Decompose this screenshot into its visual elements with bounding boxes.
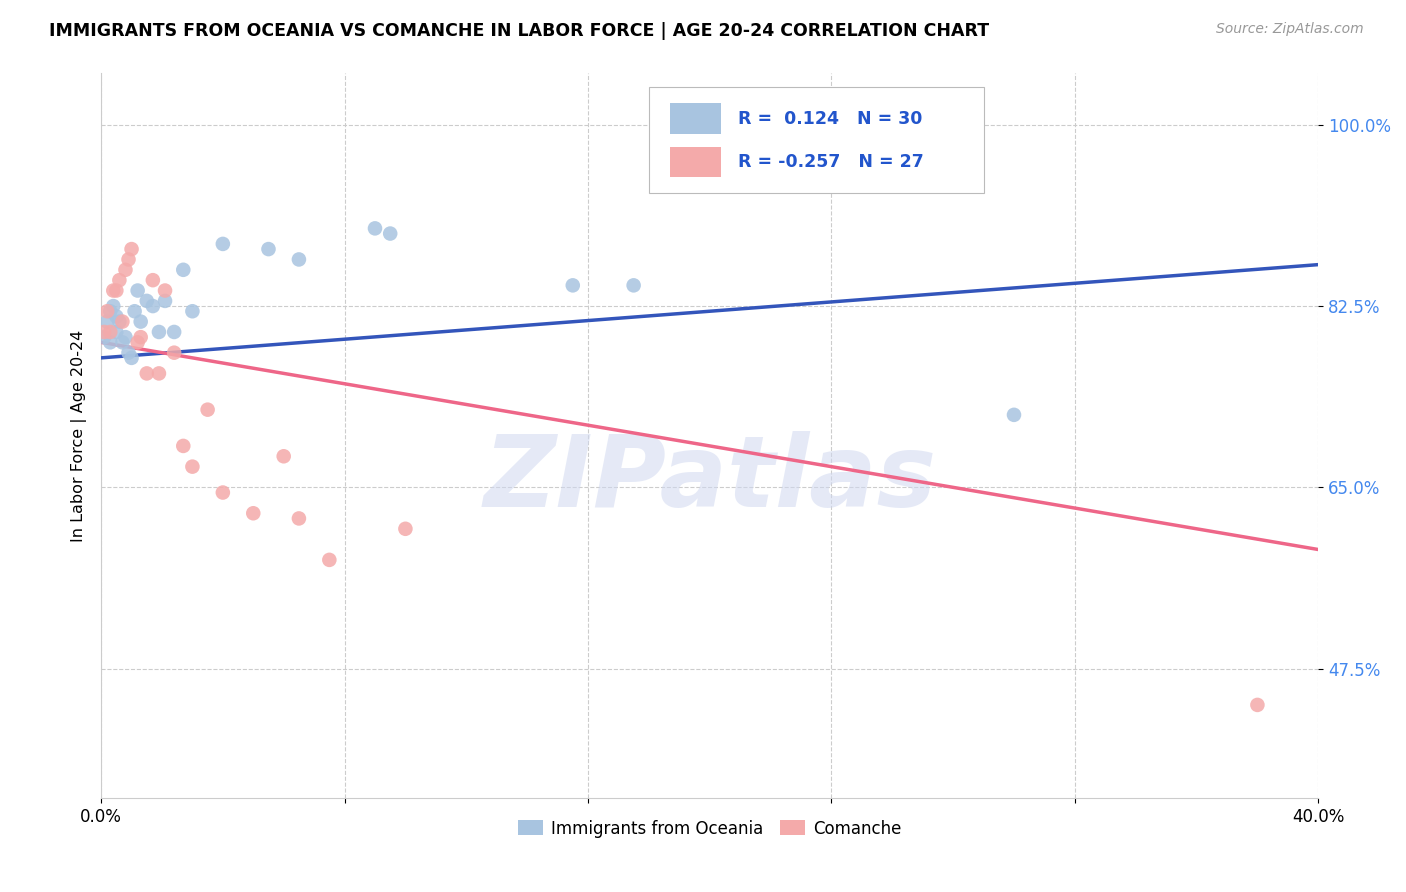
Legend: Immigrants from Oceania, Comanche: Immigrants from Oceania, Comanche <box>510 813 908 844</box>
Point <box>135 367 157 381</box>
Point <box>111 315 134 329</box>
Point <box>561 278 583 293</box>
FancyBboxPatch shape <box>648 87 984 193</box>
Point <box>98 335 121 350</box>
Point <box>163 325 186 339</box>
Point <box>153 284 176 298</box>
FancyBboxPatch shape <box>669 103 721 134</box>
Point <box>1002 408 1025 422</box>
Point <box>380 227 402 241</box>
Point <box>364 221 387 235</box>
Point <box>111 335 134 350</box>
Point <box>103 284 125 298</box>
Point <box>114 330 136 344</box>
Point <box>108 315 131 329</box>
Point <box>197 402 219 417</box>
Point <box>257 242 280 256</box>
Point <box>181 459 204 474</box>
FancyBboxPatch shape <box>669 147 721 178</box>
Text: R =  0.124   N = 30: R = 0.124 N = 30 <box>738 110 922 128</box>
Point <box>114 262 136 277</box>
Point <box>129 315 152 329</box>
Point <box>127 335 149 350</box>
Point <box>288 511 311 525</box>
Point <box>211 236 233 251</box>
Point <box>124 304 146 318</box>
Text: R = -0.257   N = 27: R = -0.257 N = 27 <box>738 153 924 171</box>
Point <box>142 273 165 287</box>
Point <box>127 284 149 298</box>
Point <box>153 293 176 308</box>
Point <box>98 325 121 339</box>
Y-axis label: In Labor Force | Age 20-24: In Labor Force | Age 20-24 <box>72 329 87 541</box>
Point <box>117 252 139 267</box>
Point <box>181 304 204 318</box>
Point <box>242 506 264 520</box>
Point <box>1246 698 1268 712</box>
Point <box>148 367 170 381</box>
Point <box>148 325 170 339</box>
Point <box>288 252 311 267</box>
Point <box>96 315 118 329</box>
Text: ZIPatlas: ZIPatlas <box>484 431 936 527</box>
Point <box>93 330 115 344</box>
Point <box>103 299 125 313</box>
Point <box>121 351 143 365</box>
Point <box>105 310 128 324</box>
Point <box>93 325 115 339</box>
Point <box>142 299 165 313</box>
Point <box>105 325 128 339</box>
Point <box>211 485 233 500</box>
Text: IMMIGRANTS FROM OCEANIA VS COMANCHE IN LABOR FORCE | AGE 20-24 CORRELATION CHART: IMMIGRANTS FROM OCEANIA VS COMANCHE IN L… <box>49 22 990 40</box>
Point <box>129 330 152 344</box>
Point <box>172 262 194 277</box>
Point <box>117 345 139 359</box>
Point <box>98 304 121 318</box>
Point <box>121 242 143 256</box>
Point <box>108 273 131 287</box>
Point <box>394 522 416 536</box>
Point <box>172 439 194 453</box>
Point <box>135 293 157 308</box>
Point <box>318 553 340 567</box>
Text: Source: ZipAtlas.com: Source: ZipAtlas.com <box>1216 22 1364 37</box>
Point <box>163 345 186 359</box>
Point <box>105 284 128 298</box>
Point <box>273 450 295 464</box>
Point <box>623 278 645 293</box>
Point <box>96 304 118 318</box>
